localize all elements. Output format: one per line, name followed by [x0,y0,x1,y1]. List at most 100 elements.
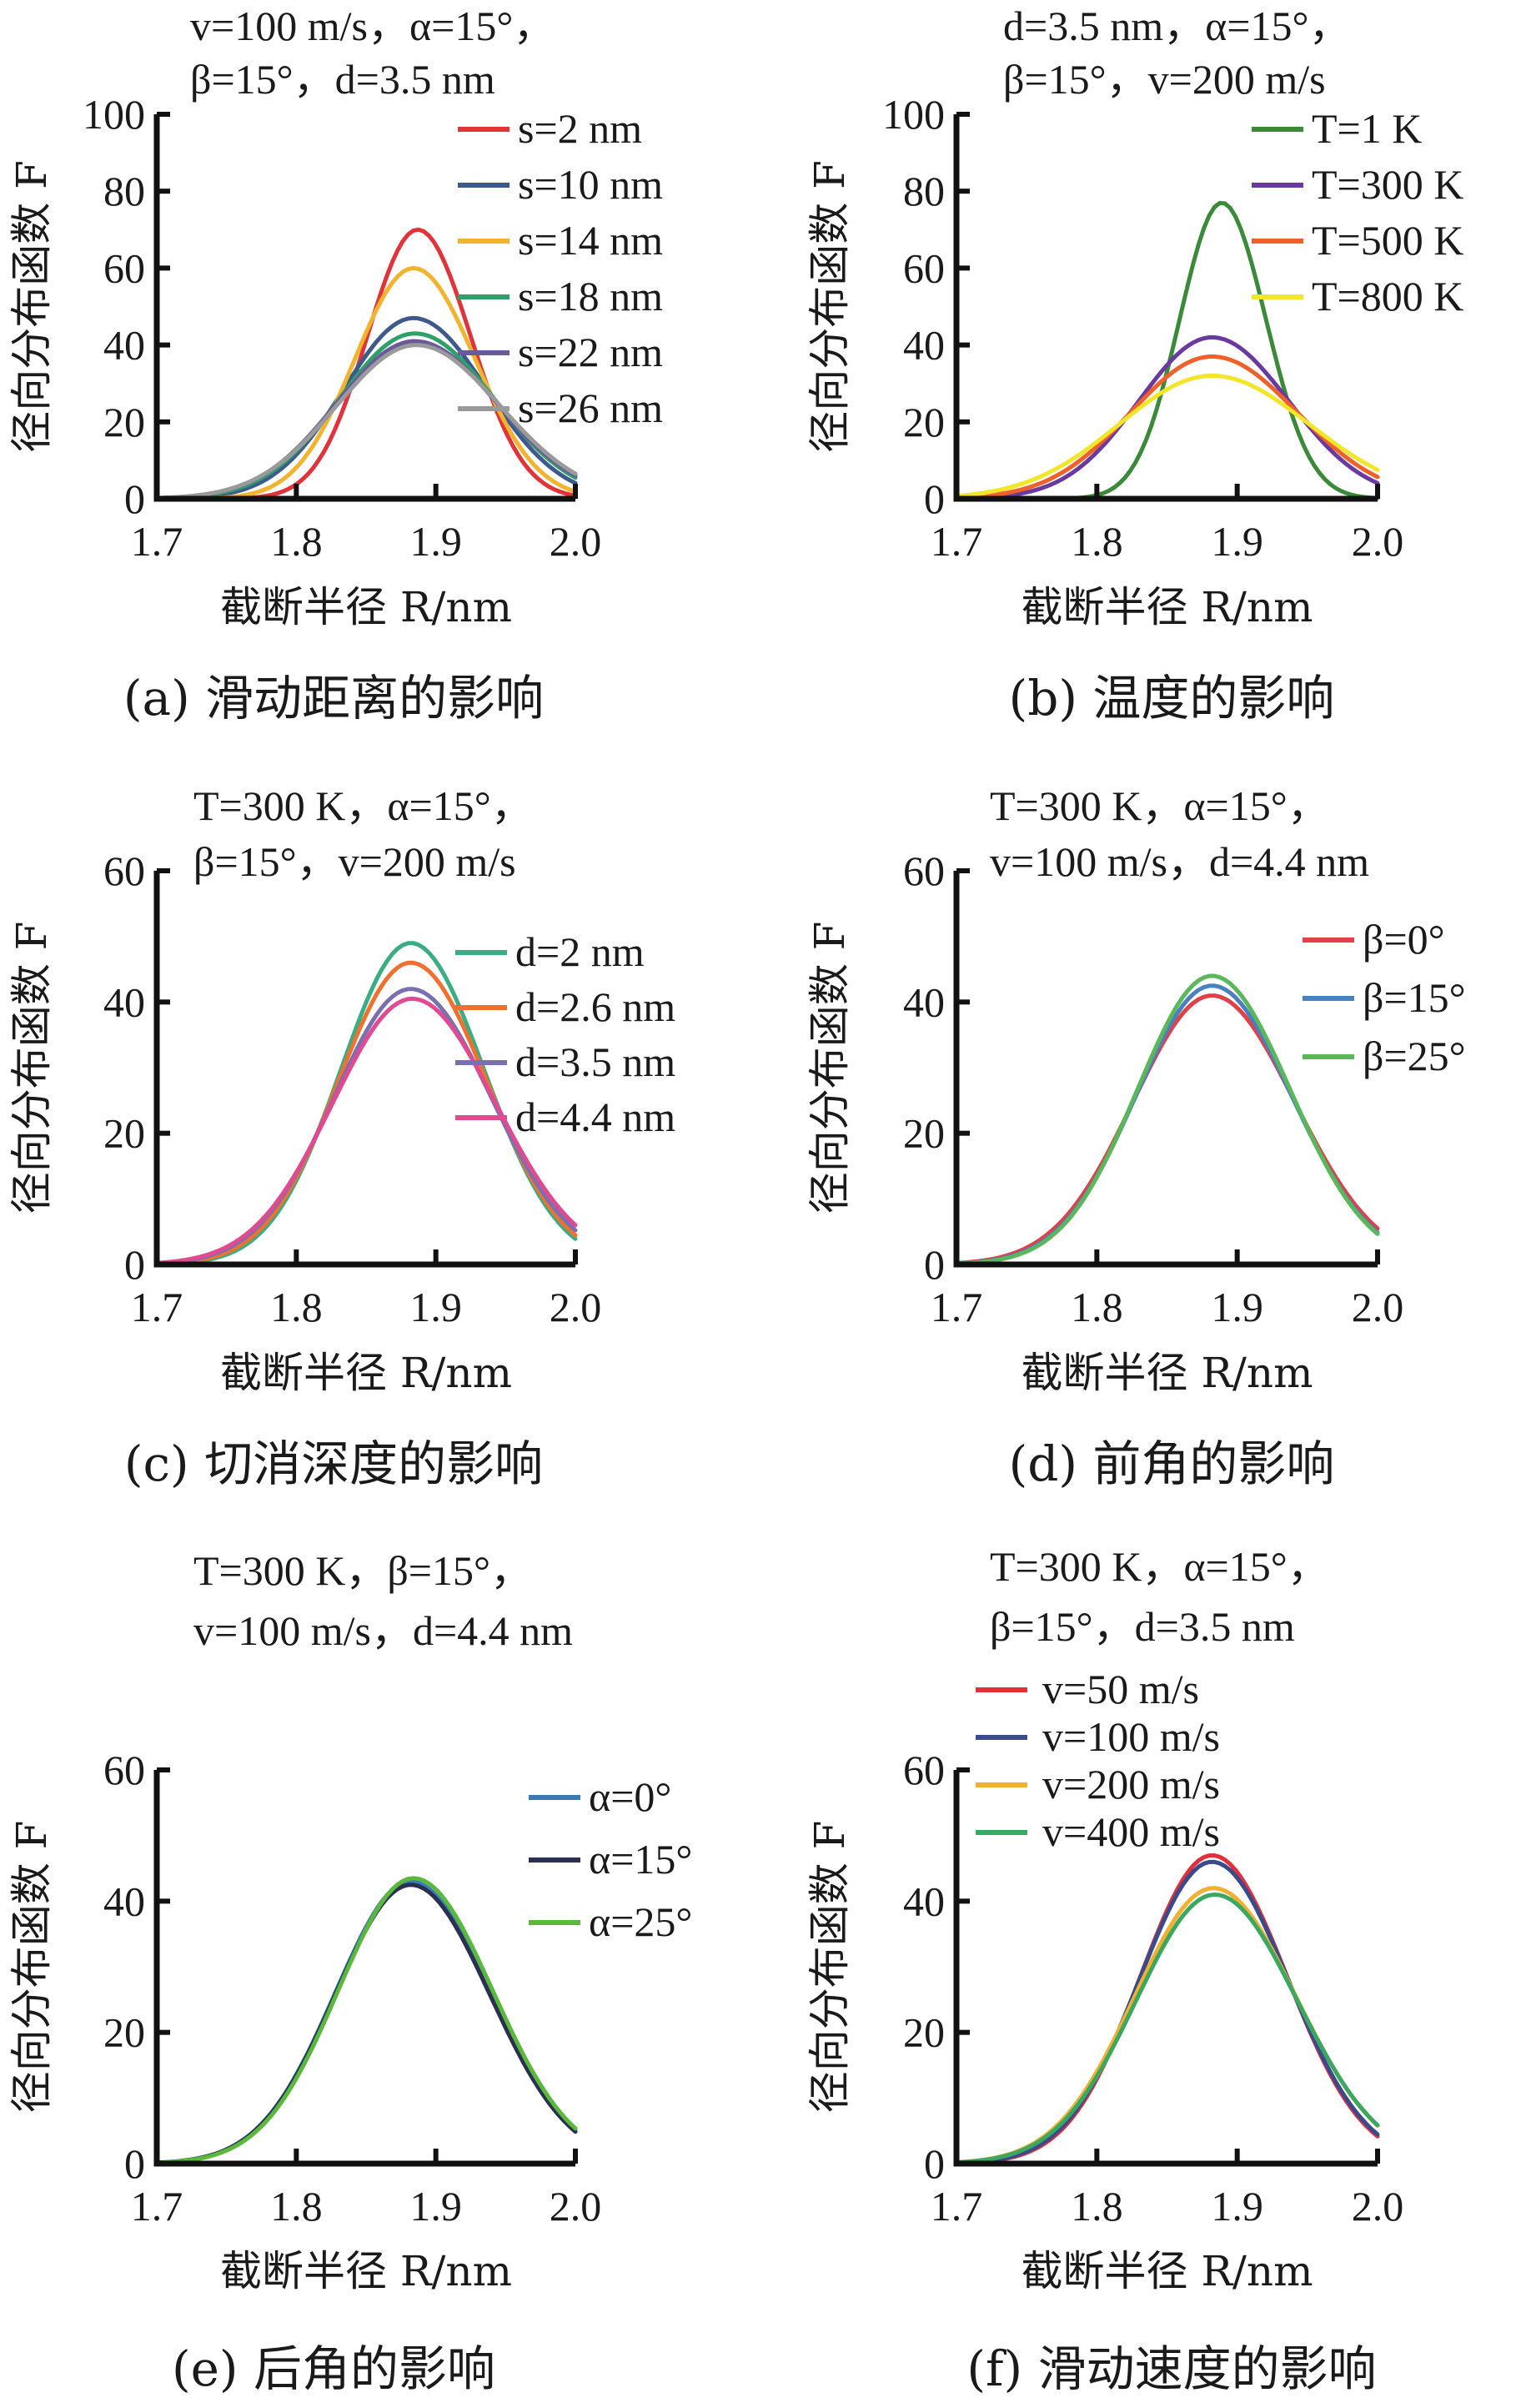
panel-c: T=300 K，α=15°， β=15°，v=200 m/s 0 20 40 60 1.7 1… [8,782,675,1492]
y-tick-label: 60 [103,1747,145,1793]
panel-param-text: β=15°，v=200 m/s [193,838,516,885]
x-tick-label: 1.9 [1211,2183,1263,2230]
x-tick-label: 2.0 [1352,2183,1404,2230]
series-line-a-1 [154,315,578,501]
series-line-d-2 [954,973,1380,1266]
panel-caption: (a) 滑动距离的影响 [123,670,544,726]
x-tick-label: 2.0 [1352,1284,1404,1330]
y-tick-label: 60 [903,847,945,894]
panel-param-text: T=300 K，α=15°， [990,1543,1329,1590]
panel-b: d=3.5 nm，α=15°， β=15°，v=200 m/s 0 20 40 60 80 1… [806,3,1463,726]
x-tick-label: 1.7 [131,1284,183,1330]
legend-label: v=50 m/s [1042,1666,1199,1712]
x-tick-label: 1.9 [1211,518,1263,565]
panel-param-text: v=100 m/s，d=4.4 nm [193,1607,573,1654]
y-axis-label: 径向分布函数 F [806,1821,854,2114]
axis-lines [153,871,575,1268]
y-tick-label: 20 [103,2009,145,2056]
legend-label: s=10 nm [518,161,663,208]
y-tick-label: 0 [924,1241,945,1288]
series-line-b-3 [954,374,1380,499]
series-line-e-0 [154,1879,578,2165]
panel-param-text: d=3.5 nm，α=15°， [1003,3,1350,49]
legend-label: s=18 nm [518,273,663,319]
y-tick-label: 60 [103,847,145,894]
y-tick-label: 100 [83,91,145,138]
y-tick-label: 60 [903,244,945,291]
legend-label: v=400 m/s [1042,1808,1220,1855]
panel-caption: (b) 温度的影响 [1009,670,1335,726]
legend: v=50 m/sv=100 m/sv=200 m/sv=400 m/s [976,1666,1220,1855]
legend: d=2 nm d=2.6 nm d=3.5 nm d=4.4 nm [455,928,675,1140]
x-axis-label: 截断半径 R/nm [1022,583,1313,631]
x-tick-label: 1.9 [1211,1284,1263,1330]
x-tick-label: 1.9 [409,1284,462,1330]
series-line-f-0 [954,1853,1380,2165]
legend-label: α=0° [589,1773,671,1820]
series-line-e-2 [154,1876,578,2165]
y-tick-label: 60 [903,1747,945,1793]
series-line-f-2 [954,1886,1380,2164]
legend-label: s=14 nm [518,217,663,264]
panel-a: v=100 m/s，α=15°， β=15°，d=3.5 nm 0 20 40 60 80 1… [8,3,663,726]
y-tick-label: 100 [882,91,945,138]
axis-lines [953,871,1378,1268]
legend: s=2 nm s=10 nm s=14 nm s=18 nm s=22 nm s=26 n… [458,105,663,431]
x-tick-label: 2.0 [550,1284,602,1330]
legend-label: s=2 nm [518,105,642,152]
x-axis-label: 截断半径 R/nm [220,1349,512,1397]
x-axis-label: 截断半径 R/nm [1022,1349,1313,1397]
legend-label: v=100 m/s [1042,1713,1220,1760]
y-axis-label: 径向分布函数 F [8,160,56,453]
series-line-d-0 [954,993,1380,1265]
legend-label: β=15° [1363,974,1466,1021]
y-tick-label: 80 [903,168,945,214]
legend-label: T=300 K [1312,161,1463,208]
y-tick-label: 0 [124,1241,145,1288]
y-tick-label: 40 [903,322,945,369]
x-tick-label: 1.8 [270,2183,323,2230]
series-line-b-1 [954,335,1380,501]
panel-param-text: T=300 K，α=15°， [193,782,533,829]
x-tick-label: 2.0 [550,518,602,565]
y-tick-label: 40 [103,978,145,1025]
legend-label: T=800 K [1312,273,1463,319]
panel-param-text: β=15°，v=200 m/s [1003,56,1326,103]
y-tick-label: 80 [103,168,145,214]
y-tick-label: 0 [124,2140,145,2187]
panel-caption: (f) 滑动速度的影响 [966,2340,1376,2397]
x-tick-label: 1.8 [1071,518,1123,565]
x-tick-label: 1.7 [931,2183,983,2230]
legend-label: v=200 m/s [1042,1761,1220,1807]
x-tick-label: 2.0 [1352,518,1404,565]
legend-label: β=0° [1363,916,1445,963]
legend-label: d=2.6 nm [515,983,675,1030]
x-tick-label: 1.9 [409,2183,462,2230]
y-tick-label: 20 [103,399,145,445]
legend-label: d=2 nm [515,928,645,975]
legend-label: α=15° [589,1836,692,1883]
panel-d: T=300 K，α=15°， v=100 m/s，d=4.4 nm 0 20 40 60 1… [806,782,1466,1492]
legend-label: T=1 K [1312,105,1422,152]
legend-label: α=25° [589,1898,692,1945]
y-tick-label: 20 [903,399,945,445]
y-tick-label: 20 [903,1110,945,1157]
y-tick-label: 60 [103,244,145,291]
x-tick-label: 2.0 [550,2183,602,2230]
panel-f: T=300 K，α=15°， β=15°，d=3.5 nm 0 20 40 60 1.7 1.… [806,1543,1403,2397]
series-line-a-5 [154,343,578,500]
y-axis-label: 径向分布函数 F [806,922,854,1214]
x-tick-label: 1.7 [931,518,983,565]
legend-label: s=26 nm [518,385,663,431]
panel-param-text: v=100 m/s，d=4.4 nm [990,838,1369,885]
legend: α=0° α=15° α=25° [529,1773,692,1945]
series-line-f-3 [954,1893,1380,2164]
series-line-c-3 [154,996,578,1265]
panel-e: T=300 K，β=15°， v=100 m/s，d=4.4 nm 0 20 40 60 1… [8,1547,692,2397]
y-tick-label: 20 [103,1110,145,1157]
legend-label: T=500 K [1312,217,1463,264]
y-axis-label: 径向分布函数 F [8,922,56,1214]
y-tick-label: 40 [103,1878,145,1924]
x-tick-label: 1.8 [1071,1284,1123,1330]
